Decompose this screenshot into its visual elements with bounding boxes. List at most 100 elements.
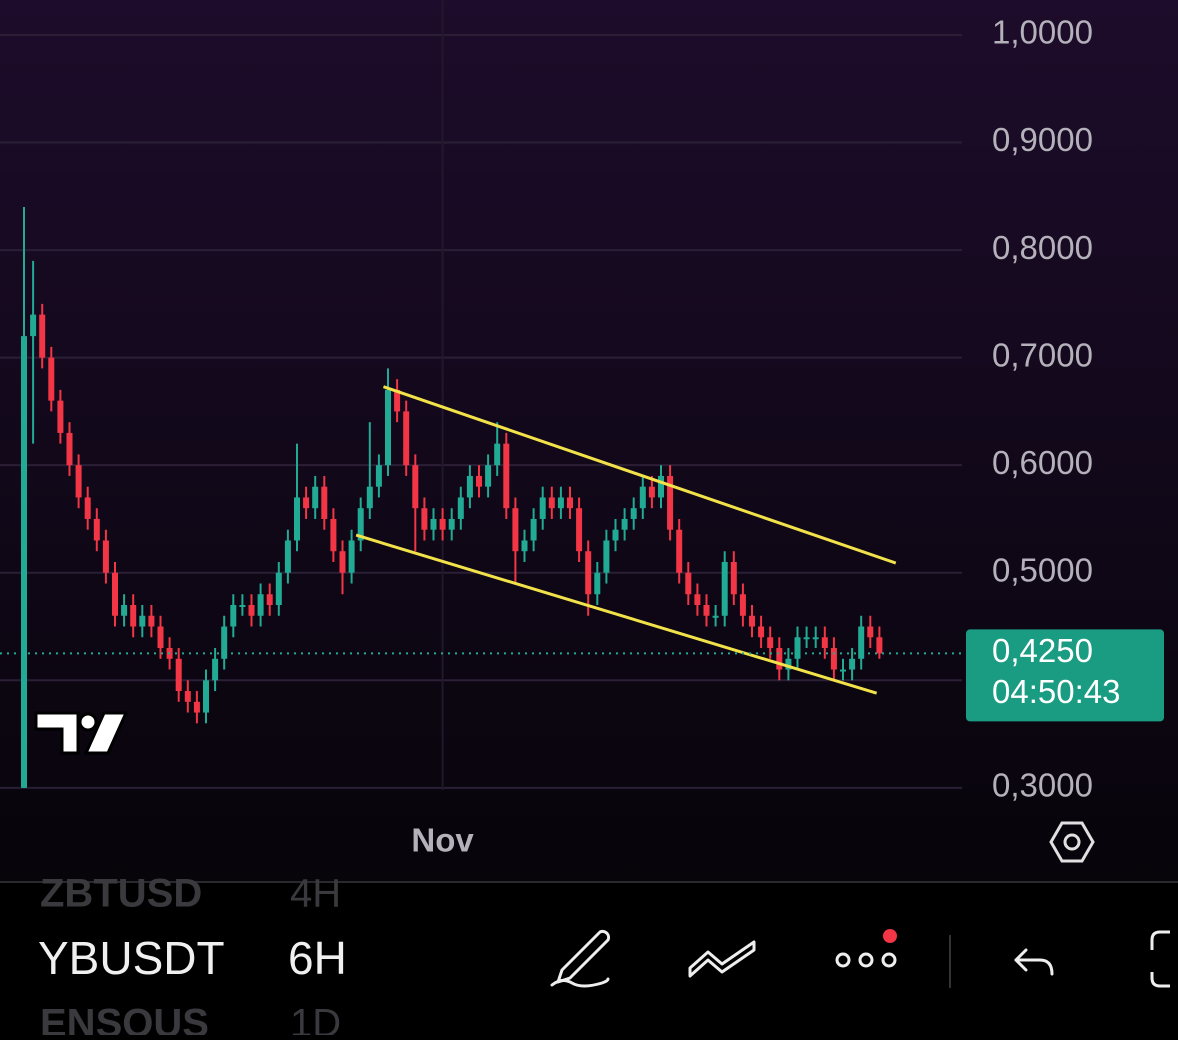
candle-body — [512, 508, 519, 552]
candle-body — [585, 551, 592, 595]
candle-body — [421, 508, 428, 530]
candle-body — [375, 465, 382, 487]
settings-icon[interactable] — [1049, 821, 1095, 863]
candle-body — [366, 486, 373, 509]
interval-next[interactable]: 1D — [290, 1002, 341, 1040]
candle-body — [203, 680, 209, 713]
y-tick-label: 0,6000 — [992, 444, 1093, 481]
candle-body — [57, 400, 64, 433]
candle-body — [357, 508, 364, 541]
candle-body — [758, 626, 765, 638]
candle-body — [694, 594, 701, 606]
candle-body — [130, 605, 137, 627]
candle-body — [794, 637, 801, 659]
candle-body — [603, 540, 610, 573]
candle-body — [812, 637, 819, 640]
candle-body — [294, 497, 300, 541]
candle-body — [739, 594, 746, 616]
candle-body — [730, 561, 737, 595]
candle-body — [39, 314, 46, 358]
candle-body — [567, 497, 573, 509]
candle-body — [248, 605, 255, 616]
candle-body — [721, 561, 728, 616]
symbol-current[interactable]: YBUSDT — [38, 932, 225, 984]
fullscreen-icon[interactable] — [1150, 930, 1170, 988]
candle-body — [476, 475, 482, 487]
candle-body — [594, 572, 601, 595]
candle-body — [403, 411, 410, 466]
candle-body — [803, 637, 810, 640]
candle-body — [148, 615, 155, 627]
candle-body — [139, 615, 146, 627]
candle-body — [239, 605, 246, 608]
candle-body — [548, 497, 555, 509]
candle-body — [503, 443, 510, 509]
candle-body — [84, 497, 91, 519]
candle-body — [75, 465, 82, 498]
interval-current[interactable]: 6H — [288, 932, 347, 984]
candle-body — [621, 518, 628, 530]
candle-body — [303, 497, 310, 509]
plot — [0, 0, 962, 790]
candle-body — [703, 605, 710, 616]
tv-logo — [34, 711, 129, 755]
candle-body — [767, 637, 774, 649]
y-tick-label: 0,9000 — [992, 121, 1093, 158]
candle-body — [284, 540, 291, 573]
candle-body — [221, 626, 228, 659]
candle-body — [667, 475, 674, 530]
candle-body — [612, 529, 619, 541]
trend-icon[interactable] — [688, 940, 756, 978]
x-axis: Nov — [411, 822, 474, 859]
candle-body — [867, 626, 874, 638]
candle-body — [849, 658, 856, 670]
candle-body — [685, 572, 692, 595]
candle-body — [112, 572, 118, 616]
candle-body — [157, 626, 164, 649]
symbol-prev[interactable]: ZBTUSD — [40, 872, 202, 916]
candle-body — [312, 486, 319, 509]
y-tick-label: 0,3000 — [992, 767, 1093, 804]
candle-body — [639, 486, 646, 509]
candle-body — [121, 605, 128, 616]
candle-body — [539, 497, 546, 519]
candle-body — [193, 701, 200, 713]
candle-body — [339, 551, 346, 573]
candle-body — [830, 648, 837, 670]
candle-body — [102, 540, 109, 573]
candle-body — [385, 389, 391, 466]
y-tick-label: 0,8000 — [992, 229, 1093, 266]
undo-icon[interactable] — [1014, 948, 1054, 976]
candle-body — [30, 314, 37, 337]
candle-body — [257, 594, 264, 616]
last-price-label: 0,4250 — [992, 632, 1093, 669]
chart-background — [0, 0, 1178, 882]
candle-body — [658, 475, 664, 498]
candle-body — [530, 518, 537, 541]
candle-body — [175, 658, 182, 692]
candle-body — [858, 626, 865, 659]
candle-body — [494, 443, 501, 466]
candle-body — [557, 497, 564, 509]
y-tick-label: 1,0000 — [992, 14, 1093, 51]
candle-body — [466, 475, 473, 498]
symbol-next[interactable]: ENSOUS — [40, 1002, 209, 1040]
candle-body — [876, 637, 883, 654]
interval-prev[interactable]: 4H — [290, 872, 341, 916]
candle-body — [648, 486, 655, 498]
candle-body — [485, 465, 492, 487]
draw-icon[interactable] — [550, 929, 611, 988]
candle-body — [676, 529, 683, 573]
candle-body — [712, 615, 719, 618]
trend-line — [382, 385, 897, 565]
candle-body — [430, 518, 437, 530]
candle-body — [275, 572, 282, 606]
more-icon[interactable] — [835, 929, 897, 968]
candle-body — [330, 518, 337, 552]
candle-body — [394, 389, 401, 412]
candle-body — [776, 648, 783, 670]
candle-body — [840, 669, 846, 672]
candle-body — [21, 336, 27, 788]
candle-body — [412, 465, 419, 509]
candle-body — [439, 518, 446, 530]
